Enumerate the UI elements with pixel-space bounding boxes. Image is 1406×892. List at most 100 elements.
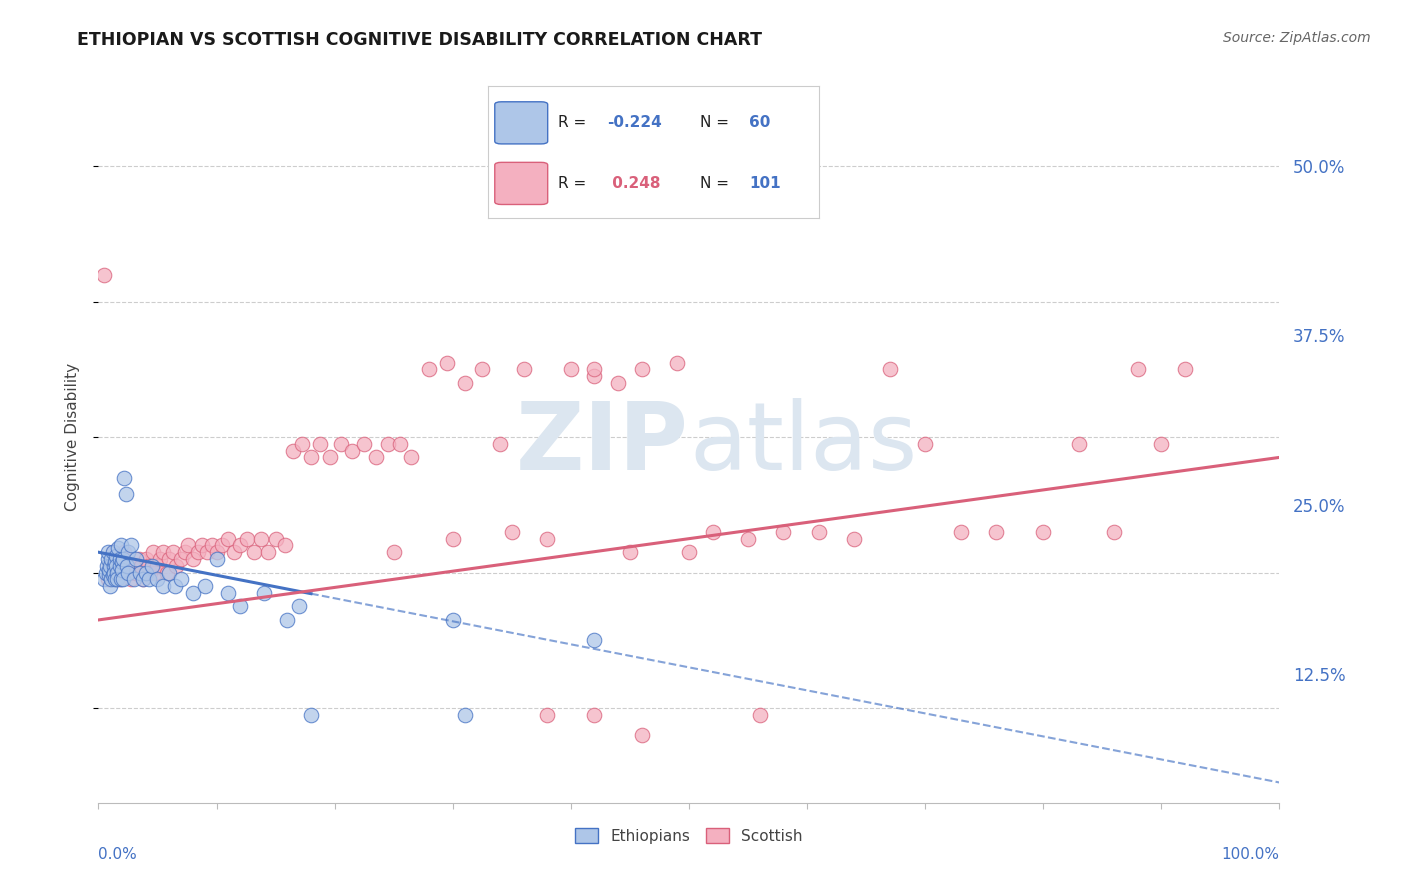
- Point: [108, 552, 131, 566]
- Point: [157, 566, 180, 580]
- Point: [436, 355, 458, 369]
- Point: [441, 613, 464, 627]
- Point: [299, 450, 322, 465]
- Point: [112, 572, 135, 586]
- Point: [162, 545, 184, 559]
- Point: [1032, 524, 1054, 539]
- Point: [353, 437, 375, 451]
- Point: [194, 579, 217, 593]
- Point: [807, 524, 830, 539]
- Point: [583, 369, 606, 384]
- Point: [205, 545, 228, 559]
- Point: [105, 572, 128, 586]
- Point: [105, 572, 128, 586]
- Point: [96, 558, 118, 573]
- Point: [98, 563, 121, 577]
- Point: [117, 566, 139, 580]
- Point: [512, 362, 534, 376]
- Point: [329, 437, 352, 451]
- Point: [583, 707, 606, 722]
- Point: [122, 572, 145, 586]
- Point: [418, 362, 440, 376]
- Point: [156, 566, 179, 580]
- Point: [105, 566, 128, 580]
- Point: [121, 572, 143, 586]
- Point: [152, 579, 174, 593]
- Point: [453, 376, 475, 390]
- Point: [101, 545, 124, 559]
- Point: [149, 552, 172, 566]
- Point: [201, 538, 224, 552]
- Point: [250, 532, 273, 546]
- Point: [177, 538, 200, 552]
- Point: [1102, 524, 1125, 539]
- Point: [105, 558, 128, 573]
- Point: [110, 572, 132, 586]
- Point: [678, 545, 700, 559]
- Point: [143, 566, 166, 580]
- Point: [114, 487, 136, 501]
- Point: [110, 538, 132, 552]
- Point: [619, 545, 641, 559]
- Point: [583, 633, 606, 648]
- Point: [229, 599, 252, 614]
- Point: [583, 362, 606, 376]
- Point: [748, 707, 770, 722]
- Point: [100, 552, 122, 566]
- Point: [243, 545, 266, 559]
- Point: [489, 437, 512, 451]
- Point: [97, 552, 120, 566]
- Point: [309, 437, 332, 451]
- Point: [170, 572, 193, 586]
- Point: [253, 586, 276, 600]
- Point: [229, 538, 252, 552]
- Point: [97, 545, 120, 559]
- Point: [115, 558, 138, 573]
- Point: [173, 545, 195, 559]
- Point: [181, 552, 204, 566]
- Point: [536, 707, 558, 722]
- Point: [844, 532, 866, 546]
- Point: [914, 437, 936, 451]
- Point: [122, 558, 145, 573]
- Point: [319, 450, 342, 465]
- Point: [205, 552, 228, 566]
- Point: [129, 558, 152, 573]
- Point: [441, 532, 464, 546]
- Point: [1150, 437, 1173, 451]
- Point: [1174, 362, 1197, 376]
- Point: [112, 545, 135, 559]
- Point: [112, 471, 135, 485]
- Text: ETHIOPIAN VS SCOTTISH COGNITIVE DISABILITY CORRELATION CHART: ETHIOPIAN VS SCOTTISH COGNITIVE DISABILI…: [77, 31, 762, 49]
- Point: [453, 707, 475, 722]
- Point: [97, 572, 120, 586]
- Point: [165, 558, 187, 573]
- Point: [187, 545, 209, 559]
- Point: [165, 579, 187, 593]
- Point: [536, 532, 558, 546]
- Point: [117, 545, 139, 559]
- Point: [105, 549, 128, 564]
- Point: [138, 572, 160, 586]
- Point: [100, 572, 122, 586]
- Point: [132, 572, 155, 586]
- Point: [984, 524, 1007, 539]
- Y-axis label: Cognitive Disability: Cognitive Disability: [65, 363, 80, 511]
- Point: [103, 558, 125, 573]
- Point: [142, 545, 165, 559]
- Point: [217, 586, 239, 600]
- Point: [152, 545, 174, 559]
- Point: [125, 552, 148, 566]
- Point: [93, 572, 115, 586]
- Point: [139, 566, 162, 580]
- Point: [274, 538, 297, 552]
- Point: [471, 362, 494, 376]
- Point: [879, 362, 901, 376]
- Point: [104, 555, 127, 569]
- Point: [98, 558, 121, 573]
- Point: [364, 450, 387, 465]
- Point: [236, 532, 259, 546]
- Point: [157, 552, 180, 566]
- Point: [191, 538, 214, 552]
- Point: [98, 579, 121, 593]
